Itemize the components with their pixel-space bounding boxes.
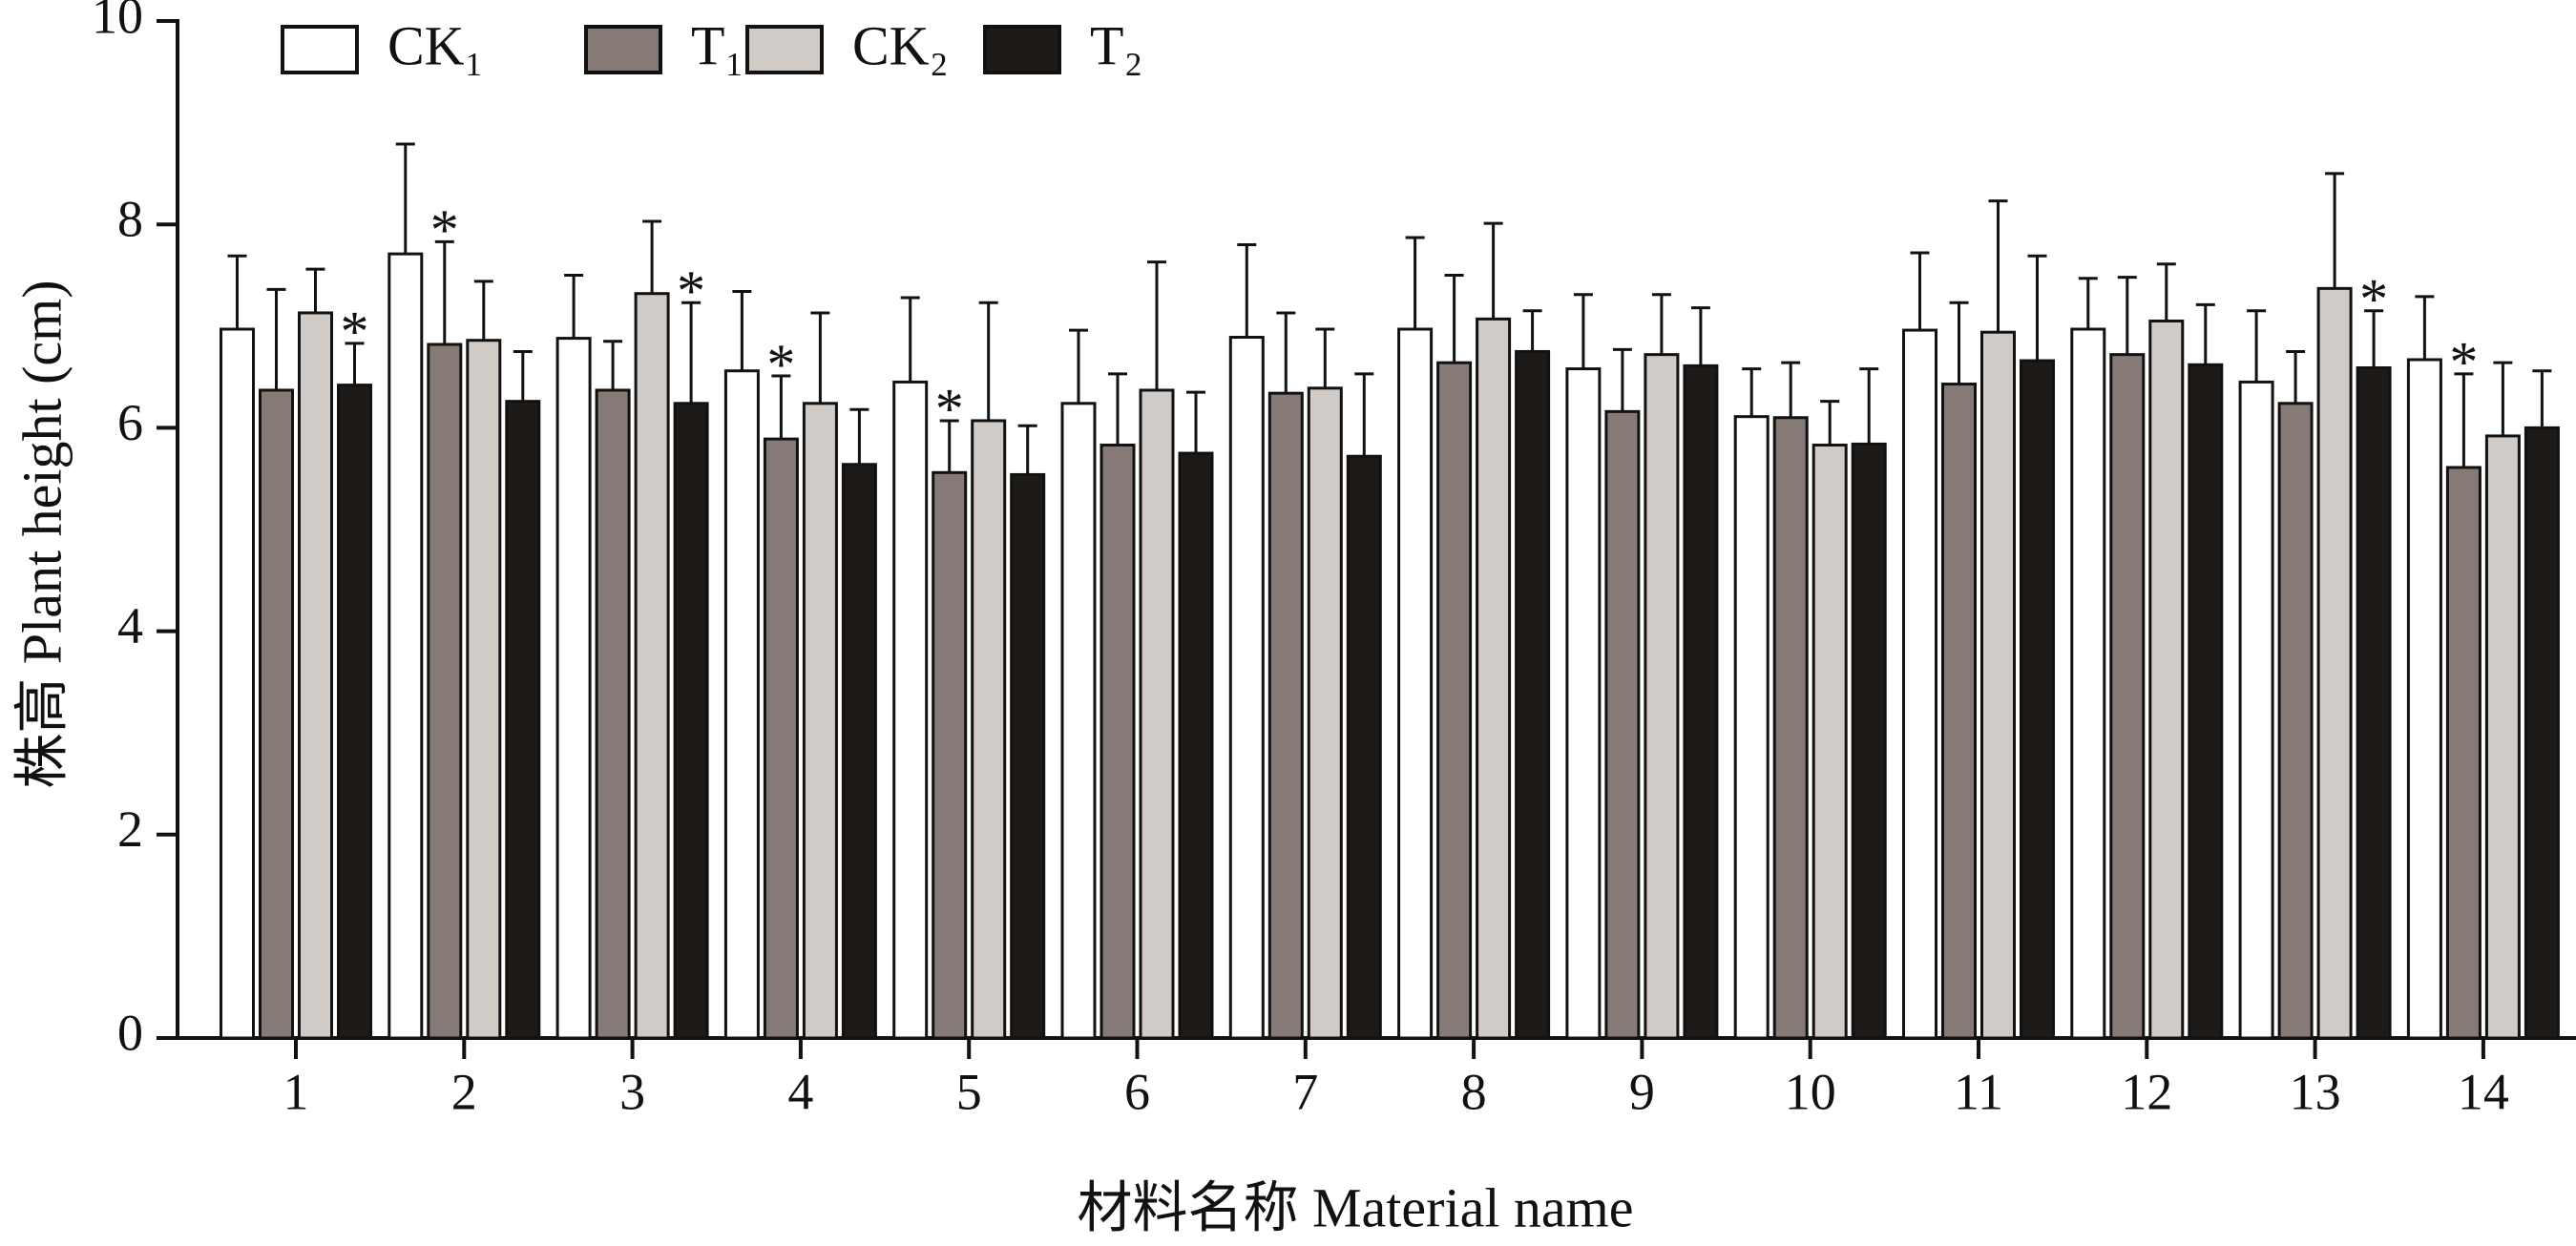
bar bbox=[2277, 402, 2314, 1040]
bar bbox=[259, 388, 294, 1040]
bar bbox=[1902, 328, 1937, 1040]
x-tick-label: 7 bbox=[1292, 1063, 1318, 1120]
bar bbox=[1851, 442, 1887, 1040]
x-tick-label: 1 bbox=[283, 1063, 309, 1120]
bar bbox=[1644, 353, 1680, 1040]
bar bbox=[971, 419, 1007, 1040]
y-axis-title: 株高 Plant height (cm) bbox=[10, 280, 73, 788]
x-tick-label: 10 bbox=[1785, 1063, 1836, 1120]
x-tick-label: 11 bbox=[1954, 1063, 2003, 1120]
bar bbox=[1139, 388, 1175, 1040]
bar bbox=[1980, 330, 2016, 1040]
legend-swatch bbox=[983, 25, 1061, 74]
bar bbox=[555, 337, 592, 1040]
bar bbox=[723, 369, 760, 1040]
legend-label: CK₁ bbox=[387, 14, 484, 76]
legend-swatch bbox=[745, 25, 824, 74]
significance-mark: * bbox=[766, 333, 795, 396]
y-tick-label: 0 bbox=[117, 1004, 143, 1061]
bar bbox=[634, 292, 670, 1040]
bar bbox=[1604, 409, 1641, 1040]
legend-label: CK₂ bbox=[852, 14, 949, 76]
bar bbox=[466, 339, 502, 1040]
bar bbox=[220, 327, 255, 1040]
x-tick-label: 3 bbox=[619, 1063, 645, 1120]
bar bbox=[298, 311, 333, 1040]
significance-mark: * bbox=[2449, 331, 2478, 394]
bar bbox=[2020, 359, 2055, 1040]
x-tick-label: 5 bbox=[956, 1063, 982, 1120]
legend-label: T₁ bbox=[691, 14, 744, 76]
significance-mark: * bbox=[341, 301, 369, 363]
bar bbox=[1812, 444, 1848, 1040]
bar bbox=[1733, 415, 1770, 1040]
x-axis-title: 材料名称 Material name bbox=[1077, 1176, 1633, 1238]
x-tick-label: 2 bbox=[451, 1063, 477, 1120]
bar bbox=[673, 402, 709, 1040]
bar bbox=[1100, 444, 1136, 1040]
y-tick-label: 2 bbox=[117, 800, 143, 858]
bar bbox=[1476, 317, 1512, 1040]
bar bbox=[2484, 434, 2521, 1040]
x-tick-label: 4 bbox=[787, 1063, 813, 1120]
y-tick-label: 6 bbox=[117, 394, 143, 451]
bar bbox=[2524, 426, 2560, 1040]
x-tick-label: 8 bbox=[1461, 1063, 1487, 1120]
bar bbox=[1565, 367, 1602, 1040]
bar bbox=[1683, 363, 1719, 1040]
x-tick-label: 9 bbox=[1629, 1063, 1655, 1120]
bar bbox=[2109, 353, 2146, 1040]
legend-swatch bbox=[584, 25, 662, 74]
bar bbox=[1772, 416, 1809, 1040]
y-tick-label: 8 bbox=[117, 191, 143, 248]
bar bbox=[1060, 402, 1097, 1040]
bar bbox=[2148, 319, 2185, 1040]
bar bbox=[1515, 349, 1551, 1040]
x-tick-label: 13 bbox=[2290, 1063, 2341, 1120]
significance-mark: * bbox=[935, 378, 964, 441]
bar bbox=[841, 463, 877, 1040]
bar bbox=[1436, 361, 1473, 1040]
bar bbox=[505, 400, 541, 1040]
bar bbox=[932, 470, 968, 1040]
bar bbox=[2445, 466, 2482, 1040]
y-tick-label: 10 bbox=[92, 0, 143, 44]
bar bbox=[802, 402, 838, 1040]
bar bbox=[1346, 454, 1382, 1040]
x-tick-label: 6 bbox=[1124, 1063, 1150, 1120]
significance-mark: * bbox=[2359, 268, 2388, 331]
x-tick-label: 12 bbox=[2121, 1063, 2172, 1120]
bar bbox=[1228, 336, 1265, 1040]
bar bbox=[892, 380, 929, 1040]
bar bbox=[1010, 472, 1046, 1040]
significance-mark: * bbox=[677, 260, 705, 322]
y-tick-label: 4 bbox=[117, 597, 143, 654]
bar bbox=[2188, 363, 2224, 1040]
bar bbox=[387, 252, 424, 1040]
bar bbox=[2070, 327, 2106, 1040]
bar bbox=[2356, 366, 2392, 1040]
bar bbox=[2316, 286, 2353, 1040]
bar bbox=[427, 343, 463, 1040]
bar bbox=[1941, 383, 1977, 1040]
x-tick-label: 14 bbox=[2458, 1063, 2509, 1120]
legend-swatch bbox=[281, 25, 359, 74]
legend-label: T₂ bbox=[1090, 14, 1143, 76]
bar bbox=[2238, 380, 2274, 1040]
bar bbox=[763, 437, 799, 1040]
bar bbox=[1397, 327, 1434, 1040]
bar bbox=[337, 384, 372, 1040]
bar bbox=[1267, 391, 1304, 1040]
significance-mark: * bbox=[430, 198, 459, 261]
bar bbox=[2406, 358, 2442, 1040]
bar bbox=[1178, 451, 1214, 1040]
bar bbox=[1307, 386, 1343, 1040]
bar bbox=[595, 388, 631, 1040]
